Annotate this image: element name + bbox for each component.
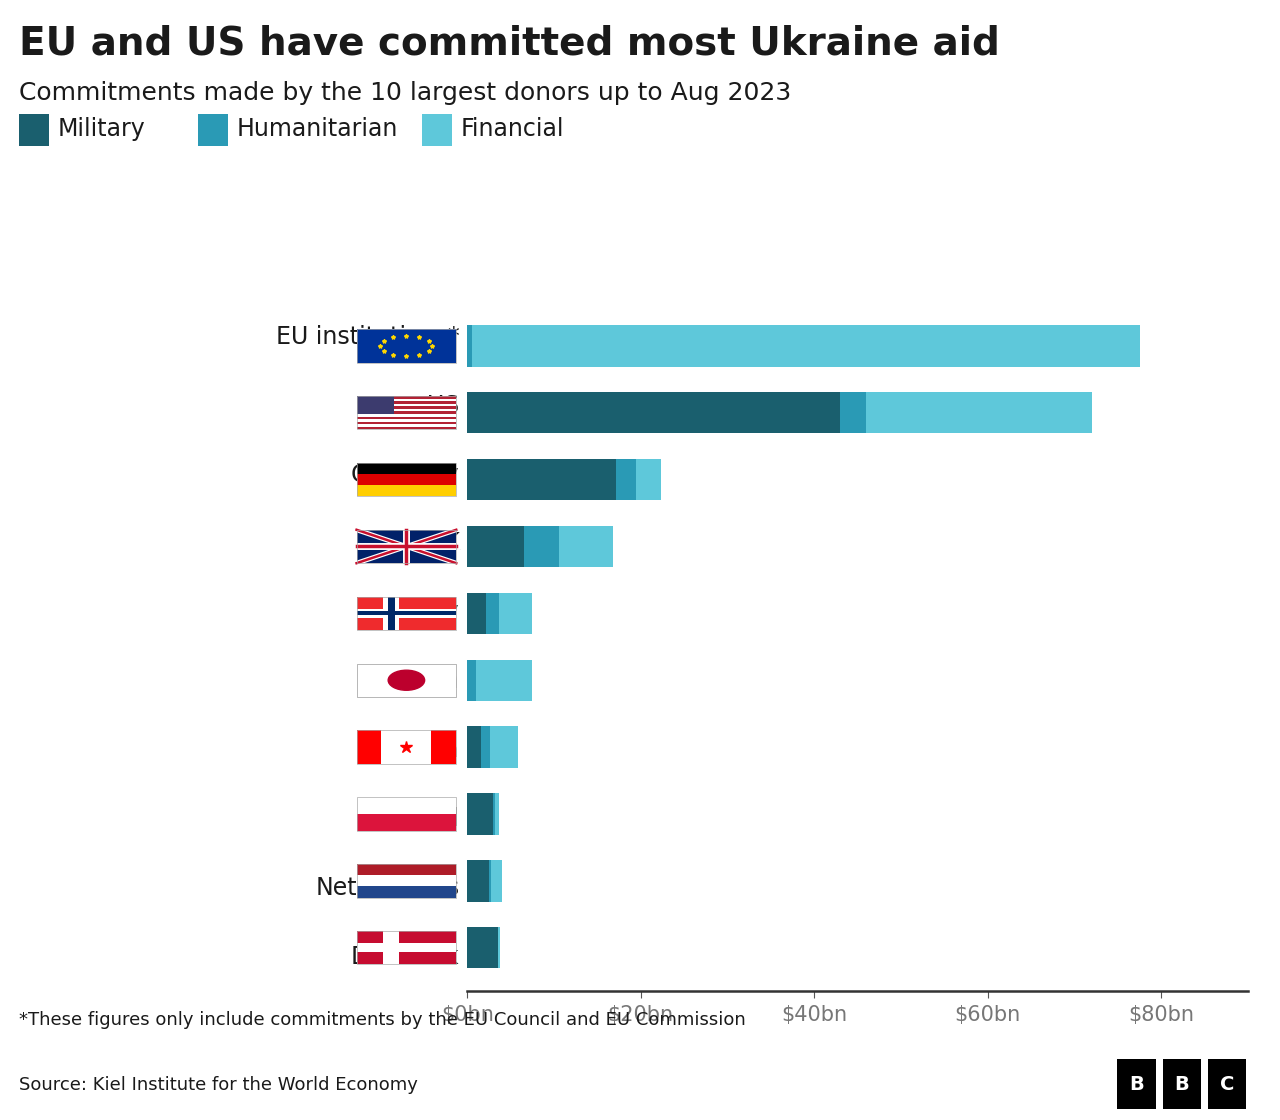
Text: Canada: Canada: [370, 738, 460, 762]
FancyBboxPatch shape: [357, 411, 456, 414]
FancyBboxPatch shape: [1162, 1060, 1202, 1109]
Bar: [490, 727, 518, 768]
Bar: [486, 592, 499, 634]
Bar: [481, 727, 490, 768]
FancyBboxPatch shape: [357, 427, 456, 429]
Text: EU institutions*: EU institutions*: [275, 325, 460, 348]
Bar: [467, 660, 476, 701]
Text: *These figures only include commitments by the EU Council and EU Commission: *These figures only include commitments …: [19, 1011, 746, 1029]
Text: C: C: [1220, 1075, 1234, 1093]
FancyBboxPatch shape: [1208, 1060, 1247, 1109]
FancyBboxPatch shape: [357, 608, 456, 618]
Bar: [489, 860, 492, 902]
Bar: [525, 525, 559, 567]
Bar: [495, 793, 499, 834]
Bar: [467, 459, 616, 501]
Bar: [636, 459, 660, 501]
FancyBboxPatch shape: [357, 876, 456, 886]
FancyBboxPatch shape: [357, 396, 456, 399]
Bar: [498, 927, 500, 969]
FancyBboxPatch shape: [357, 730, 381, 764]
Bar: [467, 325, 471, 366]
Bar: [499, 592, 532, 634]
FancyBboxPatch shape: [357, 886, 456, 897]
Bar: [467, 392, 840, 433]
FancyBboxPatch shape: [357, 407, 456, 409]
FancyBboxPatch shape: [357, 931, 456, 964]
FancyBboxPatch shape: [357, 396, 394, 414]
Text: Humanitarian: Humanitarian: [237, 116, 398, 141]
Text: EU and US have committed most Ukraine aid: EU and US have committed most Ukraine ai…: [19, 25, 1000, 63]
Bar: [467, 525, 525, 567]
FancyBboxPatch shape: [357, 409, 456, 411]
Bar: [840, 392, 867, 433]
Bar: [476, 660, 532, 701]
FancyBboxPatch shape: [384, 597, 399, 631]
Bar: [467, 592, 486, 634]
Text: Netherlands: Netherlands: [315, 876, 460, 899]
Text: US: US: [428, 394, 460, 418]
Text: Japan: Japan: [393, 670, 460, 693]
Bar: [471, 325, 1139, 366]
FancyBboxPatch shape: [357, 401, 456, 403]
Text: B: B: [1129, 1075, 1144, 1093]
FancyBboxPatch shape: [1117, 1060, 1156, 1109]
Bar: [867, 392, 1092, 433]
Bar: [467, 727, 481, 768]
FancyBboxPatch shape: [357, 417, 456, 419]
FancyBboxPatch shape: [357, 399, 456, 401]
FancyBboxPatch shape: [357, 414, 456, 417]
FancyBboxPatch shape: [357, 597, 456, 631]
Text: Commitments made by the 10 largest donors up to Aug 2023: Commitments made by the 10 largest donor…: [19, 81, 791, 104]
Text: Financial: Financial: [461, 116, 564, 141]
Bar: [467, 793, 493, 834]
FancyBboxPatch shape: [381, 730, 431, 764]
Bar: [467, 927, 498, 969]
FancyBboxPatch shape: [357, 463, 456, 474]
FancyBboxPatch shape: [388, 597, 396, 631]
FancyBboxPatch shape: [357, 865, 456, 876]
Bar: [492, 860, 502, 902]
FancyBboxPatch shape: [357, 814, 456, 831]
FancyBboxPatch shape: [357, 797, 456, 814]
Text: Military: Military: [58, 116, 146, 141]
FancyBboxPatch shape: [357, 474, 456, 485]
Bar: [616, 459, 636, 501]
FancyBboxPatch shape: [357, 422, 456, 424]
FancyBboxPatch shape: [357, 419, 456, 422]
Text: Denmark: Denmark: [351, 945, 460, 969]
FancyBboxPatch shape: [357, 424, 456, 427]
Text: B: B: [1175, 1075, 1189, 1093]
Bar: [493, 793, 495, 834]
FancyBboxPatch shape: [357, 663, 456, 697]
Bar: [559, 525, 613, 567]
Bar: [467, 860, 489, 902]
Text: Norway: Norway: [370, 600, 460, 624]
Text: Germany: Germany: [351, 463, 460, 486]
FancyBboxPatch shape: [357, 612, 456, 616]
FancyBboxPatch shape: [357, 530, 456, 563]
FancyBboxPatch shape: [384, 931, 399, 964]
Circle shape: [388, 670, 425, 690]
Text: UK: UK: [426, 532, 460, 556]
Text: Source: Kiel Institute for the World Economy: Source: Kiel Institute for the World Eco…: [19, 1075, 419, 1094]
FancyBboxPatch shape: [357, 329, 456, 363]
FancyBboxPatch shape: [357, 403, 456, 407]
Text: Poland: Poland: [380, 808, 460, 831]
FancyBboxPatch shape: [357, 943, 456, 952]
FancyBboxPatch shape: [357, 485, 456, 496]
FancyBboxPatch shape: [431, 730, 456, 764]
